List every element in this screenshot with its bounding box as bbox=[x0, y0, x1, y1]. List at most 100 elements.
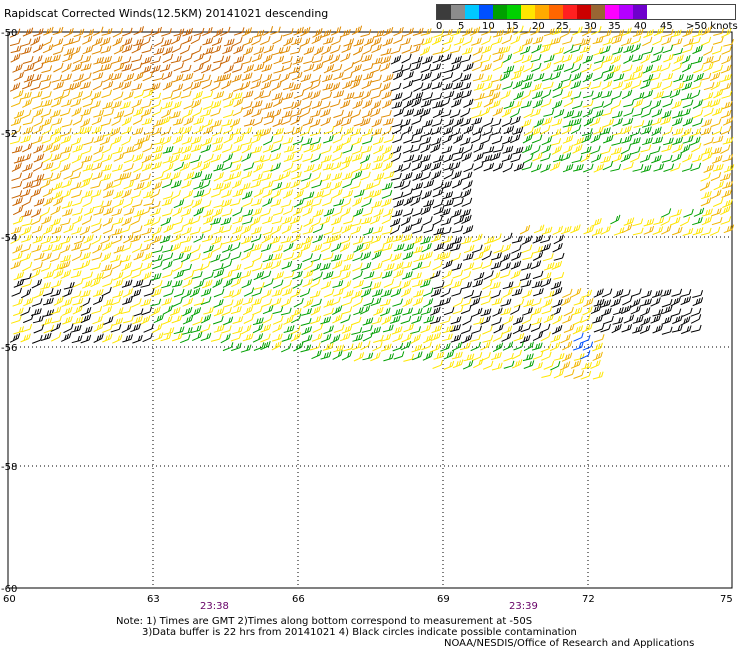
wind-barb bbox=[302, 117, 314, 127]
wind-barb bbox=[642, 46, 654, 55]
wind-barb bbox=[422, 298, 434, 308]
wind-barb bbox=[420, 143, 431, 154]
wind-barb bbox=[100, 173, 112, 182]
wind-barb bbox=[599, 127, 611, 135]
wind-barb bbox=[102, 298, 114, 307]
latitude-labels: -50-52-54-56-58-60 bbox=[1, 28, 17, 595]
wind-barb bbox=[510, 134, 521, 144]
wind-barb bbox=[671, 153, 682, 163]
wind-barb bbox=[233, 298, 244, 308]
wind-barb bbox=[13, 271, 25, 281]
wind-barb bbox=[521, 262, 532, 271]
wind-barb bbox=[511, 349, 522, 360]
wind-barb bbox=[412, 182, 424, 191]
wind-barb bbox=[612, 117, 623, 127]
wind-barb bbox=[473, 271, 485, 281]
wind-barb bbox=[273, 127, 284, 136]
wind-barb bbox=[233, 134, 244, 144]
wind-barb bbox=[483, 236, 495, 245]
wind-barb bbox=[413, 108, 424, 117]
wind-barb bbox=[231, 288, 242, 298]
wind-barb bbox=[262, 136, 274, 146]
wind-barb bbox=[93, 333, 104, 343]
wind-barb bbox=[22, 180, 34, 189]
wind-barb bbox=[441, 134, 453, 144]
wind-barb bbox=[60, 260, 71, 270]
wind-barb bbox=[202, 125, 214, 135]
wind-barb bbox=[32, 235, 44, 244]
wind-barb bbox=[379, 298, 391, 307]
wind-barb bbox=[661, 326, 673, 335]
wind-barb bbox=[603, 71, 614, 82]
wind-barb bbox=[152, 118, 164, 128]
wind-barb bbox=[593, 298, 605, 307]
pass-time-label: 23:38 bbox=[200, 601, 229, 612]
wind-barb bbox=[390, 217, 401, 227]
wind-barb bbox=[463, 289, 475, 299]
wind-barb bbox=[660, 116, 672, 125]
wind-barb bbox=[149, 188, 161, 199]
wind-barb bbox=[272, 279, 284, 289]
wind-barb bbox=[502, 163, 513, 173]
wind-barb bbox=[412, 27, 424, 36]
wind-barb bbox=[252, 317, 264, 326]
wind-barb bbox=[492, 162, 504, 172]
wind-barb bbox=[391, 252, 402, 262]
wind-barb bbox=[412, 245, 423, 254]
wind-barb bbox=[51, 134, 62, 145]
wind-barb bbox=[443, 118, 454, 128]
wind-barb bbox=[113, 271, 124, 281]
wind-barb bbox=[262, 102, 273, 110]
wind-barb bbox=[201, 234, 213, 243]
wind-barb bbox=[671, 62, 683, 72]
wind-barb bbox=[101, 163, 113, 172]
wind-barb bbox=[503, 125, 515, 135]
wind-barb bbox=[111, 72, 122, 81]
wind-barb bbox=[310, 305, 321, 316]
wind-barb bbox=[720, 82, 732, 91]
wind-barb bbox=[90, 100, 101, 109]
wind-barb bbox=[412, 225, 423, 234]
wind-barb bbox=[333, 344, 345, 353]
wind-barb bbox=[591, 26, 602, 35]
wind-barb bbox=[513, 341, 524, 351]
wind-barb bbox=[531, 280, 543, 289]
wind-barb bbox=[593, 55, 605, 64]
wind-barb bbox=[200, 288, 212, 297]
wind-barb bbox=[93, 56, 104, 65]
wind-barb bbox=[451, 262, 463, 271]
wind-barb bbox=[329, 334, 341, 344]
legend-swatch bbox=[465, 5, 479, 19]
wind-barb bbox=[500, 243, 511, 253]
wind-barb bbox=[572, 54, 584, 64]
wind-barb bbox=[532, 350, 544, 360]
wind-barb bbox=[271, 216, 283, 225]
wind-barb bbox=[321, 154, 332, 163]
wind-barb bbox=[32, 28, 44, 37]
wind-barb bbox=[402, 208, 414, 217]
wind-barb bbox=[709, 71, 721, 82]
wind-barb bbox=[472, 307, 483, 317]
wind-barb bbox=[310, 217, 322, 227]
wind-barb bbox=[32, 100, 43, 110]
wind-barb bbox=[81, 215, 93, 225]
wind-barb bbox=[460, 73, 472, 82]
wind-barb bbox=[73, 73, 84, 82]
wind-barb bbox=[253, 29, 265, 38]
wind-barb bbox=[50, 288, 62, 297]
wind-barb bbox=[490, 152, 501, 161]
wind-barb bbox=[92, 64, 104, 74]
wind-barb bbox=[651, 154, 662, 164]
wind-barb bbox=[241, 324, 252, 335]
wind-barb bbox=[31, 90, 43, 99]
wind-barb bbox=[512, 126, 524, 135]
wind-barb bbox=[310, 254, 322, 263]
wind-barb bbox=[510, 305, 521, 315]
wind-barb bbox=[343, 92, 355, 100]
wind-barb bbox=[582, 72, 593, 83]
wind-barb bbox=[473, 82, 485, 91]
wind-barb bbox=[531, 62, 542, 72]
wind-barb bbox=[143, 127, 155, 135]
legend-swatch bbox=[549, 5, 563, 19]
wind-barb bbox=[102, 128, 114, 137]
